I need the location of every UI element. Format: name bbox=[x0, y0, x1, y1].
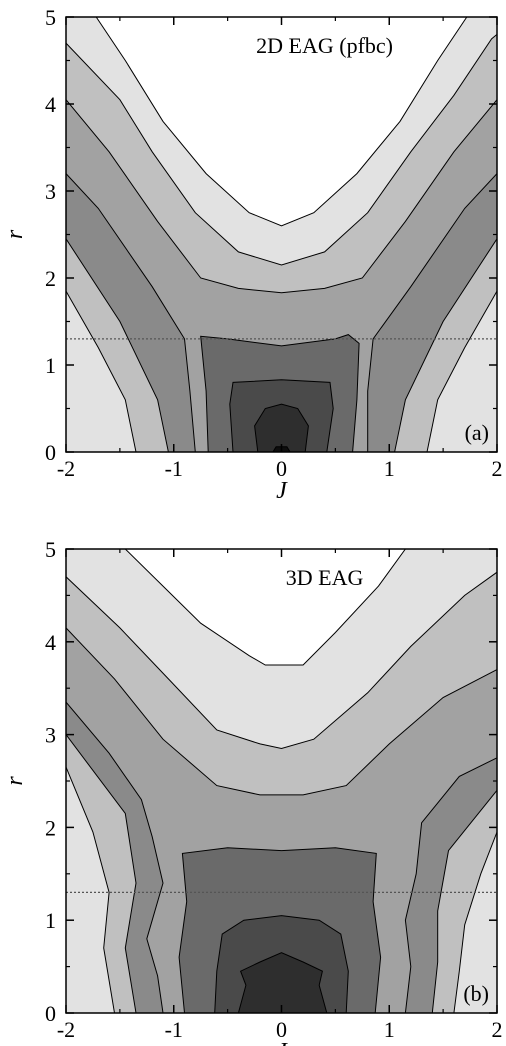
contour-outer-left bbox=[66, 766, 115, 1013]
plot-title: 2D EAG (pfbc) bbox=[256, 33, 393, 58]
x-tick-label: 1 bbox=[384, 456, 395, 481]
contour-level-7 bbox=[254, 403, 309, 452]
x-tick-label: 1 bbox=[384, 1017, 395, 1042]
contour-area bbox=[66, 17, 497, 452]
x-tick-label: -1 bbox=[165, 1017, 183, 1042]
y-tick-label: 2 bbox=[45, 266, 56, 291]
x-tick-label: 0 bbox=[276, 1017, 287, 1042]
x-tick-label: -2 bbox=[57, 1017, 75, 1042]
contour-outer-right bbox=[453, 831, 497, 1013]
plot-title: 3D EAG bbox=[286, 565, 364, 590]
contour-level-3 bbox=[66, 549, 497, 1013]
y-tick-label: 3 bbox=[45, 179, 56, 204]
y-tick-label: 0 bbox=[45, 440, 56, 465]
y-tick-label: 4 bbox=[45, 630, 56, 655]
y-axis-title: r bbox=[2, 776, 28, 786]
panel-b: 0 1 2 3 4 5 -2 -1 0 1 2 Jr 3D EAG (b) bbox=[2, 537, 503, 1046]
panel-a: 0 1 2 3 4 5 -2 -1 0 1 2 Jr 2D EAG (pfbc) (a) bbox=[2, 5, 503, 504]
y-tick-label: 5 bbox=[45, 5, 56, 30]
x-axis-title: J bbox=[276, 1039, 288, 1046]
contour-level-4 bbox=[66, 17, 497, 452]
panel-label: (a) bbox=[465, 420, 489, 445]
panel-label: (b) bbox=[463, 981, 489, 1006]
contour-area bbox=[66, 549, 497, 1013]
x-tick-label: -1 bbox=[165, 456, 183, 481]
contour-outer-right bbox=[426, 290, 497, 452]
y-tick-label: 4 bbox=[45, 92, 56, 117]
x-tick-label: -2 bbox=[57, 456, 75, 481]
y-tick-label: 5 bbox=[45, 537, 56, 562]
y-tick-label: 1 bbox=[45, 353, 56, 378]
contour-level-7 bbox=[237, 952, 328, 1013]
x-tick-label: 2 bbox=[492, 1017, 503, 1042]
y-tick-label: 0 bbox=[45, 1001, 56, 1026]
x-tick-label: 0 bbox=[276, 456, 287, 481]
y-tick-label: 2 bbox=[45, 815, 56, 840]
x-tick-label: 2 bbox=[492, 456, 503, 481]
y-tick-label: 3 bbox=[45, 723, 56, 748]
contour-outer-left bbox=[66, 290, 137, 452]
y-axis-title: r bbox=[2, 229, 28, 239]
y-tick-label: 1 bbox=[45, 908, 56, 933]
x-axis-title: J bbox=[276, 478, 288, 504]
